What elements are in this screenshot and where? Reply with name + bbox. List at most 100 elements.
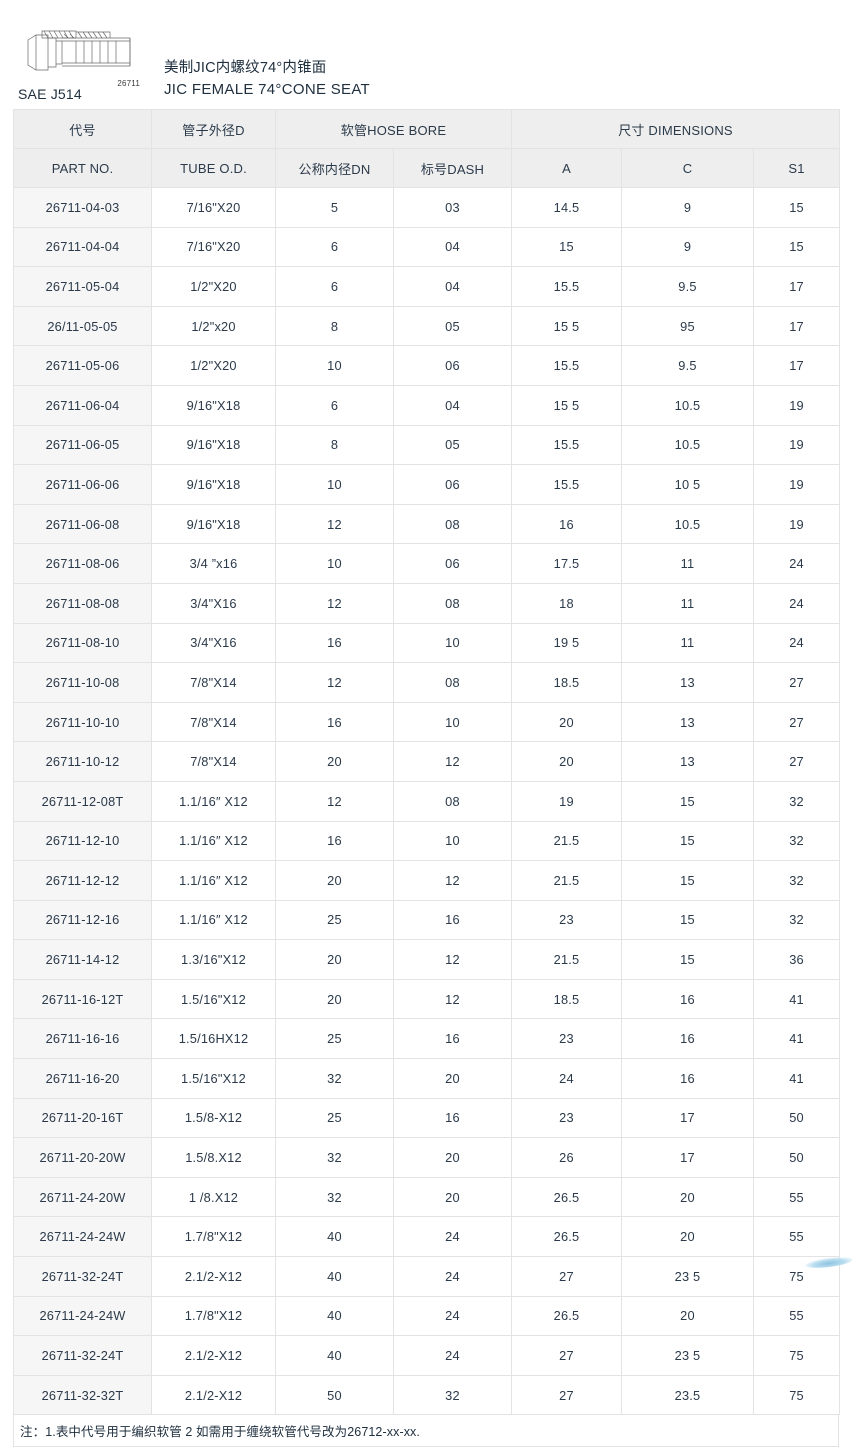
table-row: 26711-24-24W 1.7/8"X12 40 24 26.5 20 55 (13, 1295, 841, 1337)
table-row: 26711-04-04 7/16"X20 6 04 15 9 15 (13, 226, 841, 268)
cell-tube-od: 1.5/8.X12 (151, 1137, 276, 1178)
cell-part-no: 26711-24-24W (13, 1216, 152, 1258)
column-header-part-no: PART NO. (13, 148, 152, 188)
cell-s1: 27 (752, 741, 841, 782)
cell-c: 10 5 (621, 464, 754, 505)
cell-part-no: 26711-20-20W (13, 1137, 152, 1178)
cell-dn: 16 (275, 622, 394, 664)
cell-tube-od: 1.5/16"X12 (151, 978, 276, 1020)
cell-a: 18.5 (511, 662, 622, 703)
cell-s1: 15 (752, 226, 841, 268)
cell-s1: 19 (752, 464, 841, 505)
cell-a: 20 (511, 701, 622, 743)
header-column-row: PART NO. TUBE O.D. 公称内径DN 标号DASH A C S1 (13, 148, 841, 188)
cell-dn: 16 (275, 820, 394, 862)
header-group-row: 代号 管子外径D 软管HOSE BORE 尺寸 DIMENSIONS (13, 109, 841, 149)
cell-tube-od: 3/4"X16 (151, 582, 276, 624)
cell-dash: 16 (393, 1097, 512, 1139)
cell-dn: 20 (275, 741, 394, 782)
table-header: 代号 管子外径D 软管HOSE BORE 尺寸 DIMENSIONS PART … (13, 109, 841, 188)
cell-tube-od: 3/4"X16 (151, 622, 276, 664)
cell-c: 20 (621, 1216, 754, 1258)
cell-dash: 16 (393, 899, 512, 941)
cell-dn: 40 (275, 1335, 394, 1376)
cell-part-no: 26711-12-16 (13, 899, 152, 941)
cell-dn: 40 (275, 1216, 394, 1258)
cell-s1: 32 (752, 899, 841, 941)
cell-a: 26.5 (511, 1216, 622, 1258)
cell-dash: 12 (393, 978, 512, 1020)
cell-c: 11 (621, 622, 754, 664)
cell-a: 15 5 (511, 384, 622, 426)
column-header-dn: 公称内径DN (275, 148, 394, 188)
cell-part-no: 26711-20-16T (13, 1097, 152, 1139)
cell-dn: 25 (275, 899, 394, 941)
cell-dn: 40 (275, 1256, 394, 1297)
cell-dash: 08 (393, 503, 512, 545)
cell-dash: 04 (393, 384, 512, 426)
table-row: 26711-10-12 7/8"X14 20 12 20 13 27 (13, 741, 841, 782)
cell-c: 23 5 (621, 1335, 754, 1376)
cell-part-no: 26711-10-10 (13, 701, 152, 743)
cell-s1: 50 (752, 1097, 841, 1139)
group-header-tube-od: 管子外径D (151, 109, 276, 149)
cell-tube-od: 7/16"X20 (151, 226, 276, 268)
cell-dash: 05 (393, 424, 512, 466)
cell-tube-od: 1.3/16"X12 (151, 939, 276, 980)
cell-dn: 20 (275, 939, 394, 980)
standard-label: SAE J514 (18, 86, 82, 102)
cell-part-no: 26711-06-06 (13, 464, 152, 505)
cell-c: 16 (621, 1018, 754, 1060)
cell-dn: 20 (275, 978, 394, 1020)
table-row: 26711-32-24T 2.1/2-X12 40 24 27 23 5 75 (13, 1256, 841, 1297)
cell-s1: 24 (752, 543, 841, 584)
cell-s1: 50 (752, 1137, 841, 1178)
cell-dash: 06 (393, 464, 512, 505)
cell-tube-od: 2.1/2-X12 (151, 1374, 276, 1416)
cell-dash: 12 (393, 741, 512, 782)
cell-s1: 19 (752, 424, 841, 466)
cell-part-no: 26711-12-10 (13, 820, 152, 862)
cell-dn: 5 (275, 187, 394, 228)
cell-tube-od: 1/2"X20 (151, 266, 276, 307)
cell-c: 17 (621, 1097, 754, 1139)
cell-dash: 05 (393, 305, 512, 347)
cell-s1: 17 (752, 305, 841, 347)
cell-a: 17.5 (511, 543, 622, 584)
cell-dash: 08 (393, 662, 512, 703)
cell-part-no: 26711-16-16 (13, 1018, 152, 1060)
cell-a: 23 (511, 1097, 622, 1139)
cell-tube-od: 9/16"X18 (151, 424, 276, 466)
cell-c: 9.5 (621, 266, 754, 307)
cell-c: 15 (621, 820, 754, 862)
cell-tube-od: 7/8"X14 (151, 701, 276, 743)
cell-dn: 6 (275, 384, 394, 426)
cell-c: 95 (621, 305, 754, 347)
cell-dash: 10 (393, 622, 512, 664)
cell-a: 19 5 (511, 622, 622, 664)
cell-dn: 50 (275, 1374, 394, 1416)
cell-a: 15.5 (511, 424, 622, 466)
cell-tube-od: 9/16"X18 (151, 464, 276, 505)
cell-c: 15 (621, 860, 754, 901)
cell-c: 10.5 (621, 424, 754, 466)
cell-part-no: 26/11-05-05 (13, 305, 152, 347)
cell-c: 16 (621, 978, 754, 1020)
cell-tube-od: 1.5/16"X12 (151, 1058, 276, 1099)
table-body: 26711-04-03 7/16"X20 5 03 14.5 9 15 26711-04-04… (13, 187, 841, 1416)
cell-part-no: 26711-16-20 (13, 1058, 152, 1099)
cell-s1: 15 (752, 187, 841, 228)
group-header-dimensions: 尺寸 DIMENSIONS (510, 109, 841, 149)
cell-tube-od: 1.7/8"X12 (151, 1295, 276, 1337)
cell-c: 10.5 (621, 503, 754, 545)
cell-dn: 12 (275, 503, 394, 545)
cell-dn: 40 (275, 1295, 394, 1337)
cell-s1: 32 (752, 860, 841, 901)
table-row: 26711-20-16T 1.5/8-X12 25 16 23 17 50 (13, 1097, 841, 1139)
cell-s1: 17 (752, 266, 841, 307)
cell-tube-od: 9/16"X18 (151, 503, 276, 545)
cell-a: 20 (511, 741, 622, 782)
table-row: 26711-06-08 9/16"X18 12 08 16 10.5 19 (13, 503, 841, 545)
cell-dn: 16 (275, 701, 394, 743)
cell-part-no: 26711-06-04 (13, 384, 152, 426)
